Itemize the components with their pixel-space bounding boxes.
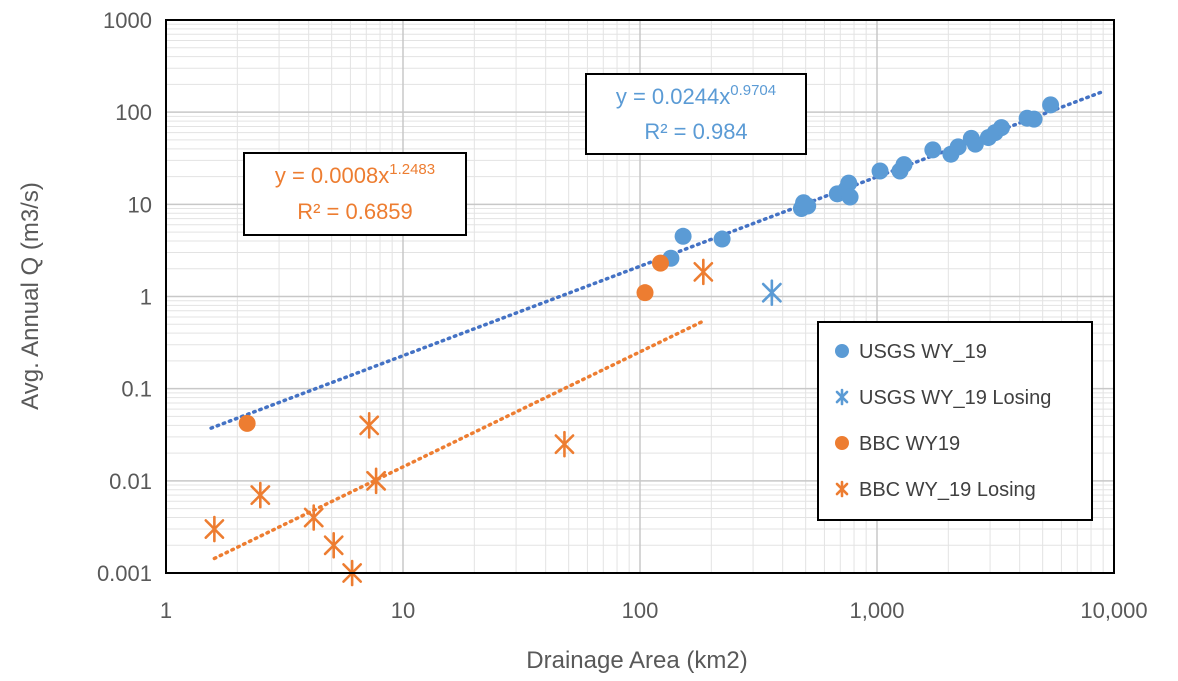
legend-items: USGS WY_19 USGS WY_19 Losing BBC WY19 BBC W… (835, 341, 1051, 501)
bbc-wy19-point (636, 284, 654, 302)
x-tick-label: 1,000 (849, 598, 904, 623)
bbc-r-squared: R² = 0.6859 (297, 199, 413, 224)
x-tick-label: 1 (160, 598, 172, 623)
y-tick-label: 100 (115, 100, 152, 125)
y-tick-label: 0.001 (97, 561, 152, 586)
data-points (204, 96, 1060, 587)
usgs-equation-base: y = 0.0244x (616, 84, 730, 109)
usgs-equation: y = 0.0244x0.9704 (616, 82, 776, 109)
bbc-wy-19-losing-point (693, 258, 714, 286)
usgs-wy-19-point (924, 141, 942, 159)
usgs-wy-19-point (966, 135, 984, 153)
usgs-wy-19-point (1042, 96, 1060, 114)
y-tick-label: 0.1 (121, 377, 152, 402)
usgs-wy-19-point (949, 138, 967, 156)
bbc-wy-19-losing-point (250, 481, 271, 509)
legend-frame (817, 321, 1093, 521)
legend-marker-bbc-wy19 (835, 436, 849, 450)
bbc-wy-19-losing-point (204, 515, 225, 543)
usgs-r-squared: R² = 0.984 (644, 119, 747, 144)
usgs-trend-equation-box: y = 0.0244x0.9704 R² = 0.984 (585, 73, 807, 155)
y-tick-label: 1 (140, 285, 152, 310)
y-tick-label: 10 (128, 192, 152, 217)
legend: USGS WY_19 USGS WY_19 Losing BBC WY19 BBC W… (817, 321, 1093, 521)
usgs-wy-19-point (841, 188, 859, 206)
plot-area-border (165, 19, 1115, 574)
x-tick-label: 10 (391, 598, 415, 623)
usgs-equation-exponent: 0.9704 (730, 82, 776, 99)
y-axis-title: Avg. Annual Q (m3/s) (17, 182, 44, 410)
legend-label-usgs-wy-19: USGS WY_19 (859, 341, 987, 363)
usgs-wy-19-point (871, 162, 889, 180)
usgs-wy-19-point (992, 119, 1010, 137)
bbc-wy-19-losing-point (359, 412, 380, 439)
y-tick-label: 0.01 (109, 469, 152, 494)
usgs-wy-19-point (840, 174, 858, 192)
x-tick-label: 10,000 (1080, 598, 1147, 623)
bbc-wy-19-losing-point (366, 467, 387, 495)
bbc-equation: y = 0.0008x1.2483 (275, 161, 435, 188)
legend-marker-bbc-wy-19-losing (835, 480, 849, 498)
legend-marker-usgs-wy-19-losing (835, 388, 849, 406)
bbc-equation-frame (243, 152, 467, 236)
usgs-wy-19-point (799, 197, 817, 215)
bbc-equation-base: y = 0.0008x (275, 163, 389, 188)
bbc-wy-19-losing-point (303, 504, 324, 531)
usgs-equation-frame (585, 73, 807, 155)
legend-label-bbc-wy19: BBC WY19 (859, 433, 960, 455)
bbc-wy19-trendline (212, 319, 706, 561)
usgs-wy-19-point (713, 230, 731, 248)
bbc-wy19-point (651, 254, 669, 272)
legend-label-bbc-wy-19-losing: BBC WY_19 Losing (859, 479, 1036, 501)
usgs-wy-19-losing-point (761, 279, 782, 306)
bbc-trend-equation-box: y = 0.0008x1.2483 R² = 0.6859 (243, 152, 467, 236)
legend-label-usgs-wy-19-losing: USGS WY_19 Losing (859, 387, 1051, 409)
x-axis-title: Drainage Area (km2) (526, 647, 747, 674)
x-axis-ticks: 1 10 100 1,000 10,000 (160, 598, 1148, 623)
usgs-wy-19-point (895, 156, 913, 174)
bbc-equation-exponent: 1.2483 (389, 161, 435, 178)
legend-marker-usgs-wy-19 (835, 344, 849, 358)
y-axis-ticks: 0.001 0.01 0.1 1 10 100 1000 (97, 8, 152, 586)
bbc-wy-19-losing-point (554, 430, 575, 458)
bbc-wy-19-losing-point (323, 531, 344, 559)
usgs-wy-19-point (1025, 110, 1043, 128)
x-tick-label: 100 (622, 598, 659, 623)
y-tick-label: 1000 (103, 8, 152, 33)
bbc-wy19-point (238, 414, 256, 432)
usgs-wy-19-point (674, 227, 692, 245)
